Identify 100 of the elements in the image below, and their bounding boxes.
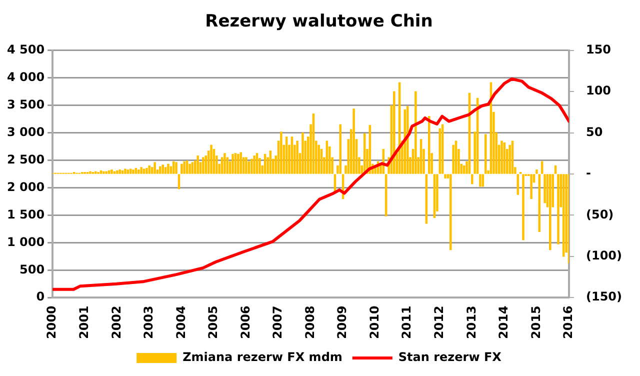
y2-tick-label: (50): [586, 207, 614, 222]
bar: [352, 108, 355, 174]
bar: [479, 174, 482, 187]
x-tick-label: 2006: [238, 306, 252, 340]
bar: [269, 150, 272, 174]
bar: [175, 162, 178, 174]
legend-label: Zmiana rezerw FX mdm: [182, 350, 342, 364]
y-tick-label: 1 000: [7, 234, 45, 249]
y2-tick-label: (100): [586, 248, 622, 263]
x-tick-label: 2013: [464, 306, 478, 340]
bar: [557, 174, 560, 244]
y-tick-label: 2 500: [7, 152, 45, 166]
bar: [89, 171, 92, 174]
y2-tick-label: 50: [586, 124, 603, 139]
bar: [94, 171, 97, 174]
bar: [167, 164, 170, 174]
bar: [454, 140, 458, 174]
bar: [105, 171, 108, 174]
bar: [118, 170, 121, 174]
y-tick-label: 1 500: [7, 207, 45, 222]
bar: [210, 144, 212, 174]
bar: [188, 164, 191, 174]
x-tick-label: 2008: [302, 306, 317, 340]
x-tick-label: 2003: [142, 306, 156, 340]
y-tick-label: 3 500: [7, 97, 45, 112]
bar: [140, 167, 142, 174]
bar: [339, 124, 342, 174]
bar: [164, 167, 167, 174]
bar: [196, 156, 199, 174]
bar: [444, 174, 446, 178]
x-tick-label: 2016: [561, 306, 576, 340]
bar: [326, 140, 328, 174]
bar: [450, 174, 452, 250]
bar: [226, 157, 229, 174]
chart-title: Rezerwy walutowe Chin: [205, 12, 433, 32]
bar: [544, 174, 546, 204]
bar: [121, 170, 124, 174]
bar: [142, 168, 146, 174]
bar: [126, 170, 130, 174]
y-tick-label: 4 500: [7, 42, 45, 57]
bar: [318, 144, 320, 174]
x-tick-label: 2001: [76, 306, 91, 340]
bar: [452, 144, 454, 174]
bar: [393, 91, 396, 174]
y-tick-label: 4 000: [7, 70, 45, 84]
bar: [522, 174, 524, 240]
bar: [280, 132, 282, 174]
y-tick-label: 2 000: [7, 180, 45, 194]
x-tick-label: 2012: [432, 306, 446, 340]
y2-tick-label: (150): [586, 290, 622, 304]
bar: [183, 161, 186, 174]
x-tick-label: 2011: [400, 306, 414, 340]
bar: [202, 157, 204, 174]
bar: [132, 170, 134, 174]
x-tick-label: 2007: [270, 306, 285, 340]
bar: [500, 140, 503, 174]
bar: [100, 170, 102, 174]
bar: [116, 170, 118, 174]
x-tick-label: 2000: [44, 306, 59, 340]
bar: [138, 170, 140, 174]
bar: [129, 168, 132, 174]
bar: [224, 153, 226, 174]
bar: [146, 168, 148, 174]
bar: [536, 170, 538, 174]
bar: [245, 157, 248, 174]
bar: [108, 170, 110, 174]
bar: [154, 162, 156, 174]
bar: [162, 164, 164, 174]
y2-tick-label: 100: [586, 84, 612, 98]
bar: [102, 171, 105, 174]
bar: [549, 174, 552, 250]
bar: [530, 174, 532, 200]
x-tick-label: 2015: [528, 306, 543, 340]
bar: [428, 116, 430, 174]
bar: [110, 170, 113, 174]
y2-tick-label: 150: [586, 42, 612, 57]
bar: [191, 162, 194, 174]
bar: [296, 140, 298, 174]
y-tick-label: 500: [20, 262, 45, 276]
bar: [508, 144, 511, 174]
bar: [159, 166, 162, 174]
bar: [471, 174, 474, 184]
y-tick-label: 3 000: [7, 124, 45, 139]
bar: [240, 152, 242, 174]
x-tick-label: 2004: [174, 306, 188, 340]
bar: [253, 156, 256, 174]
bar: [232, 154, 234, 174]
x-tick-label: 2005: [206, 306, 220, 340]
bar: [180, 164, 183, 174]
bar: [124, 168, 126, 174]
y2-tick-label: -: [586, 166, 591, 180]
bar: [220, 157, 224, 174]
y-tick-label: 0: [36, 290, 45, 304]
x-tick-label: 2010: [367, 306, 382, 340]
bar: [414, 91, 417, 174]
bar: [237, 154, 240, 174]
legend-label: Stan rezerw FX: [398, 350, 502, 364]
x-tick-label: 2002: [109, 306, 124, 340]
x-tick-label: 2009: [335, 306, 350, 340]
bar: [511, 140, 514, 174]
